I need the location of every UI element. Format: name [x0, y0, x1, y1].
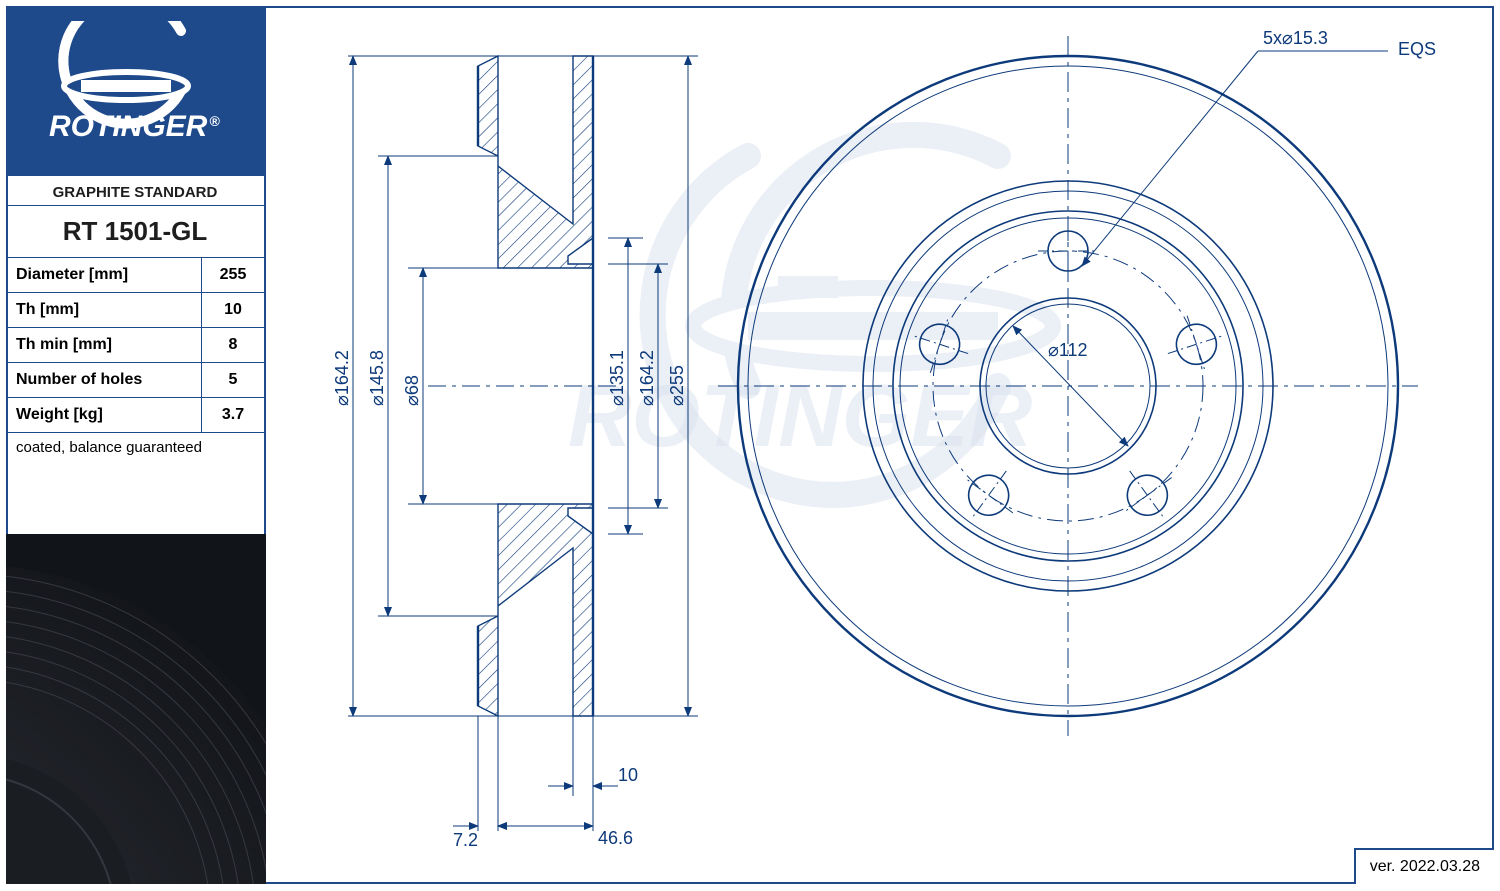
spec-value: 10: [202, 293, 264, 327]
bolt-suffix: EQS: [1398, 39, 1436, 59]
registered-mark: ®: [209, 113, 220, 129]
svg-text:ROTINGER®: ROTINGER®: [49, 110, 220, 143]
brand-logo: ROTINGER®: [6, 6, 266, 176]
dim-d4: ⌀135.1: [607, 350, 627, 406]
dim-d5: ⌀164.2: [637, 350, 657, 406]
rotinger-logo-icon: ROTINGER®: [21, 21, 251, 161]
spec-value: 8: [202, 328, 264, 362]
spec-value: 5: [202, 363, 264, 397]
dim-d1: ⌀164.2: [332, 350, 352, 406]
spec-label: Diameter [mm]: [6, 258, 202, 292]
dim-center-bore: ⌀112: [1048, 340, 1088, 360]
spec-row-thickness: Th [mm] 10: [6, 293, 264, 328]
product-code: RT 1501-GL: [6, 206, 264, 258]
product-series: GRAPHITE STANDARD: [6, 176, 264, 206]
dim-d2: ⌀145.8: [367, 350, 387, 406]
dim-d6: ⌀255: [667, 365, 687, 406]
disc-photo: [6, 534, 266, 884]
bolt-callout: 5x⌀15.3: [1263, 28, 1328, 48]
dim-d3: ⌀68: [402, 375, 422, 406]
spec-label: Number of holes: [6, 363, 202, 397]
spec-row-weight: Weight [kg] 3.7: [6, 398, 264, 433]
dim-flange: 7.2: [453, 830, 478, 850]
dim-thickness: 10: [618, 765, 638, 785]
spec-row-thmin: Th min [mm] 8: [6, 328, 264, 363]
version-label: ver. 2022.03.28: [1354, 848, 1494, 884]
spec-row-holes: Number of holes 5: [6, 363, 264, 398]
spec-row-diameter: Diameter [mm] 255: [6, 258, 264, 293]
spec-value: 3.7: [202, 398, 264, 432]
spec-value: 255: [202, 258, 264, 292]
brand-name: ROTINGER: [49, 110, 208, 143]
sidebar: ROTINGER® GRAPHITE STANDARD RT 1501-GL D…: [6, 6, 266, 884]
spec-label: Th [mm]: [6, 293, 202, 327]
dim-offset: 46.6: [598, 828, 633, 848]
spec-label: Weight [kg]: [6, 398, 202, 432]
technical-drawing: ROTINGER: [268, 6, 1494, 884]
product-note: coated, balance guaranteed: [6, 433, 264, 462]
spec-label: Th min [mm]: [6, 328, 202, 362]
